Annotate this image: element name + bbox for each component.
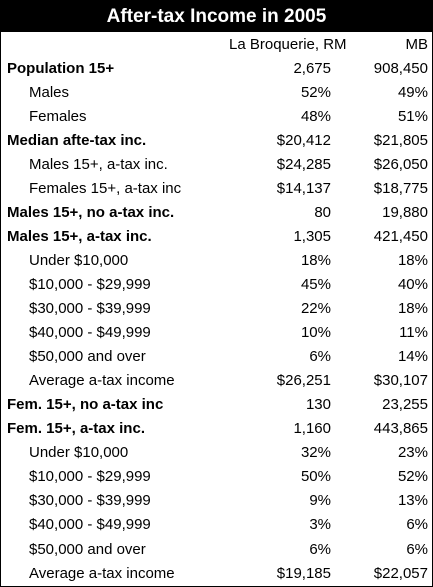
row-label: Males 15+, a-tax inc. bbox=[29, 155, 168, 173]
value-cell: 18% bbox=[300, 251, 331, 269]
value-cell: 50% bbox=[300, 468, 331, 486]
value-cell: $26,251 bbox=[276, 372, 331, 390]
header-row: La Broquerie, RM MB bbox=[1, 32, 432, 56]
value-cell: 14% bbox=[397, 348, 428, 366]
value-cell: 9% bbox=[309, 492, 331, 510]
value-cell: 45% bbox=[300, 275, 331, 293]
value-cell: 23% bbox=[397, 444, 428, 462]
table-row: $30,000 - $39,999 9% 13% bbox=[1, 489, 432, 513]
row-label: Fem. 15+, no a-tax inc bbox=[7, 396, 164, 414]
value-cell: 6% bbox=[406, 540, 428, 558]
value-cell: $20,412 bbox=[276, 131, 331, 149]
row-label: Population 15+ bbox=[7, 59, 115, 77]
table-body: La Broquerie, RM MB Population 15+ 2,675 908… bbox=[1, 32, 432, 585]
row-label: $30,000 - $39,999 bbox=[29, 300, 151, 318]
value-cell: 22% bbox=[300, 300, 331, 318]
row-label: Females bbox=[29, 107, 87, 125]
row-label: Females 15+, a-tax inc bbox=[29, 179, 182, 197]
header-cell bbox=[1, 32, 229, 56]
table-row: $30,000 - $39,999 22% 18% bbox=[1, 297, 432, 321]
table-row: $50,000 and over 6% 6% bbox=[1, 537, 432, 561]
table-row: Females 48% 51% bbox=[1, 104, 432, 128]
value-cell: 421,450 bbox=[373, 227, 428, 245]
row-label: Median afte-tax inc. bbox=[7, 131, 147, 149]
header-cell: La Broquerie, RM bbox=[229, 35, 347, 53]
value-cell: 51% bbox=[397, 107, 428, 125]
value-cell: $18,775 bbox=[373, 179, 428, 197]
value-cell: 40% bbox=[397, 275, 428, 293]
value-cell: 52% bbox=[300, 83, 331, 101]
row-label: $40,000 - $49,999 bbox=[29, 324, 151, 342]
table-row: Fem. 15+, no a-tax inc 130 23,255 bbox=[1, 393, 432, 417]
row-label: Fem. 15+, a-tax inc. bbox=[7, 420, 145, 438]
table-row: Males 15+, a-tax inc. 1,305 421,450 bbox=[1, 224, 432, 248]
value-cell: 48% bbox=[300, 107, 331, 125]
value-cell: $24,285 bbox=[276, 155, 331, 173]
table-row: Under $10,000 18% 18% bbox=[1, 248, 432, 272]
table-row: Under $10,000 32% 23% bbox=[1, 441, 432, 465]
value-cell: 18% bbox=[397, 300, 428, 318]
value-cell: 3% bbox=[309, 516, 331, 534]
row-label: Under $10,000 bbox=[29, 444, 129, 462]
value-cell: 908,450 bbox=[373, 59, 428, 77]
table-row: Males 52% 49% bbox=[1, 80, 432, 104]
value-cell: 10% bbox=[300, 324, 331, 342]
value-cell: 6% bbox=[309, 540, 331, 558]
row-label: Males bbox=[29, 83, 70, 101]
row-label: Males 15+, no a-tax inc. bbox=[7, 203, 175, 221]
table-title: After-tax Income in 2005 bbox=[1, 1, 432, 32]
value-cell: 130 bbox=[305, 396, 331, 414]
value-cell: 6% bbox=[309, 348, 331, 366]
value-cell: 1,305 bbox=[293, 227, 331, 245]
value-cell: 18% bbox=[397, 251, 428, 269]
value-cell: 11% bbox=[399, 324, 428, 342]
row-label: Males 15+, a-tax inc. bbox=[7, 227, 152, 245]
table-row: Average a-tax income $26,251 $30,107 bbox=[1, 369, 432, 393]
row-label: $50,000 and over bbox=[29, 540, 146, 558]
row-label: $10,000 - $29,999 bbox=[29, 275, 151, 293]
value-cell: $14,137 bbox=[276, 179, 331, 197]
row-label: Average a-tax income bbox=[29, 564, 175, 582]
table-row: $40,000 - $49,999 3% 6% bbox=[1, 513, 432, 537]
row-label: $40,000 - $49,999 bbox=[29, 516, 151, 534]
header-cell: MB bbox=[405, 35, 429, 53]
value-cell: 6% bbox=[406, 516, 428, 534]
value-cell: 23,255 bbox=[382, 396, 428, 414]
table-row: Females 15+, a-tax inc $14,137 $18,775 bbox=[1, 176, 432, 200]
row-label: Average a-tax income bbox=[29, 372, 175, 390]
income-table: La Broquerie, RM MB Population 15+ 2,675 908… bbox=[1, 32, 432, 585]
value-cell: 19,880 bbox=[382, 203, 428, 221]
row-label: Under $10,000 bbox=[29, 251, 129, 269]
table-row: Fem. 15+, a-tax inc. 1,160 443,865 bbox=[1, 417, 432, 441]
value-cell: 2,675 bbox=[293, 59, 331, 77]
value-cell: 32% bbox=[300, 444, 331, 462]
value-cell: $22,057 bbox=[373, 564, 428, 582]
table-row: $40,000 - $49,999 10% 11% bbox=[1, 321, 432, 345]
table-row: Average a-tax income $19,185 $22,057 bbox=[1, 561, 432, 585]
value-cell: 49% bbox=[397, 83, 428, 101]
row-label: $30,000 - $39,999 bbox=[29, 492, 151, 510]
table-row: Males 15+, a-tax inc. $24,285 $26,050 bbox=[1, 152, 432, 176]
value-cell: 1,160 bbox=[293, 420, 331, 438]
value-cell: 443,865 bbox=[373, 420, 428, 438]
row-label: $50,000 and over bbox=[29, 348, 146, 366]
value-cell: 80 bbox=[314, 203, 331, 221]
value-cell: 13% bbox=[397, 492, 428, 510]
row-label: $10,000 - $29,999 bbox=[29, 468, 151, 486]
value-cell: $26,050 bbox=[373, 155, 428, 173]
value-cell: $30,107 bbox=[373, 372, 428, 390]
table-row: $50,000 and over 6% 14% bbox=[1, 345, 432, 369]
table-row: $10,000 - $29,999 50% 52% bbox=[1, 465, 432, 489]
table-row: Population 15+ 2,675 908,450 bbox=[1, 56, 432, 80]
value-cell: 52% bbox=[397, 468, 428, 486]
value-cell: $21,805 bbox=[373, 131, 428, 149]
table-row: $10,000 - $29,999 45% 40% bbox=[1, 272, 432, 296]
value-cell: $19,185 bbox=[276, 564, 331, 582]
table-row: Median afte-tax inc. $20,412 $21,805 bbox=[1, 128, 432, 152]
table-row: Males 15+, no a-tax inc. 80 19,880 bbox=[1, 200, 432, 224]
